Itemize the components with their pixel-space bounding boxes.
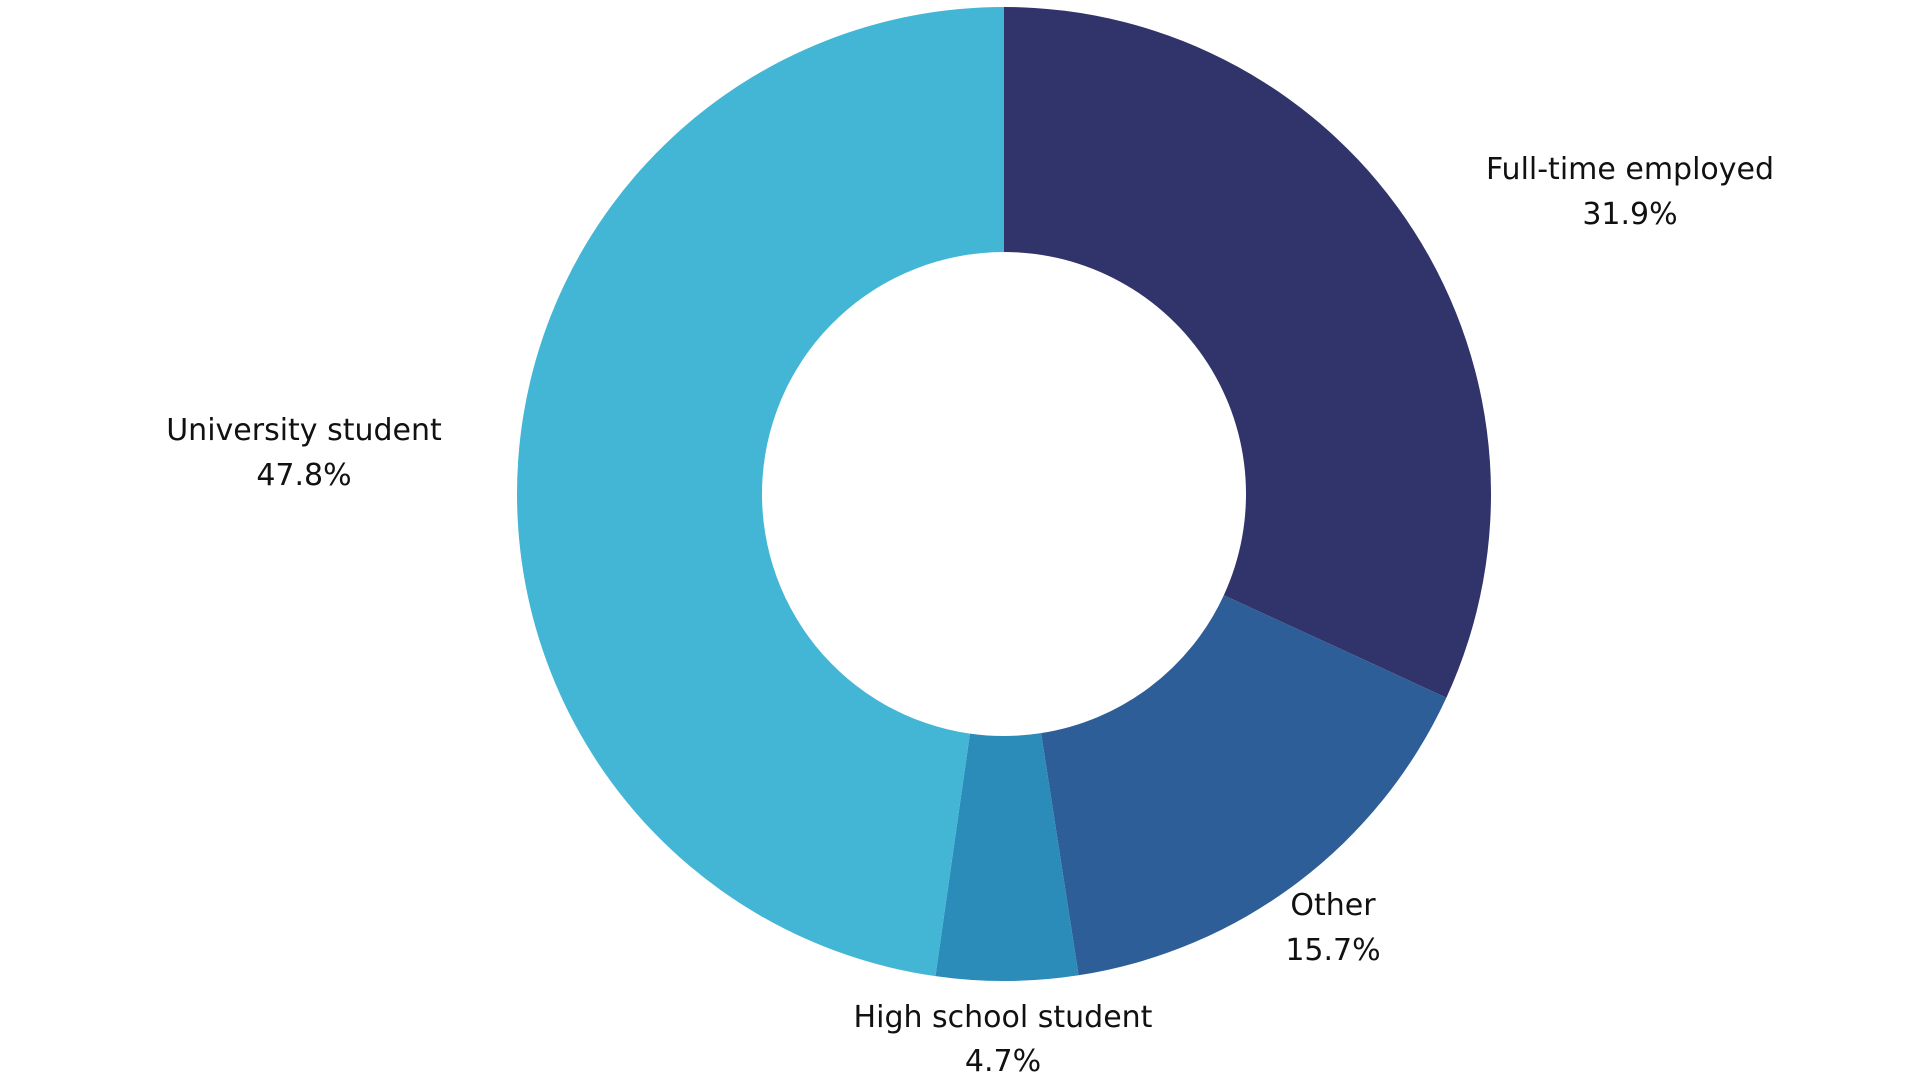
label-high-school-student: High school student [854,1000,1153,1035]
value-high-school-student: 4.7% [965,1044,1041,1079]
value-full-time-employed: 31.9% [1582,197,1677,232]
value-university-student: 47.8% [256,458,351,493]
slice-high-school-student [935,733,1079,982]
donut-slices [516,7,1492,982]
slice-university-student [516,7,1004,977]
label-other: Other [1290,888,1376,923]
slice-labels: Full-time employed 31.9% Other 15.7% Hig… [166,152,1774,1079]
slice-other [1041,595,1447,976]
slice-full-time-employed [1004,7,1492,698]
label-university-student: University student [166,413,442,448]
value-other: 15.7% [1285,933,1380,968]
label-full-time-employed: Full-time employed [1486,152,1774,187]
